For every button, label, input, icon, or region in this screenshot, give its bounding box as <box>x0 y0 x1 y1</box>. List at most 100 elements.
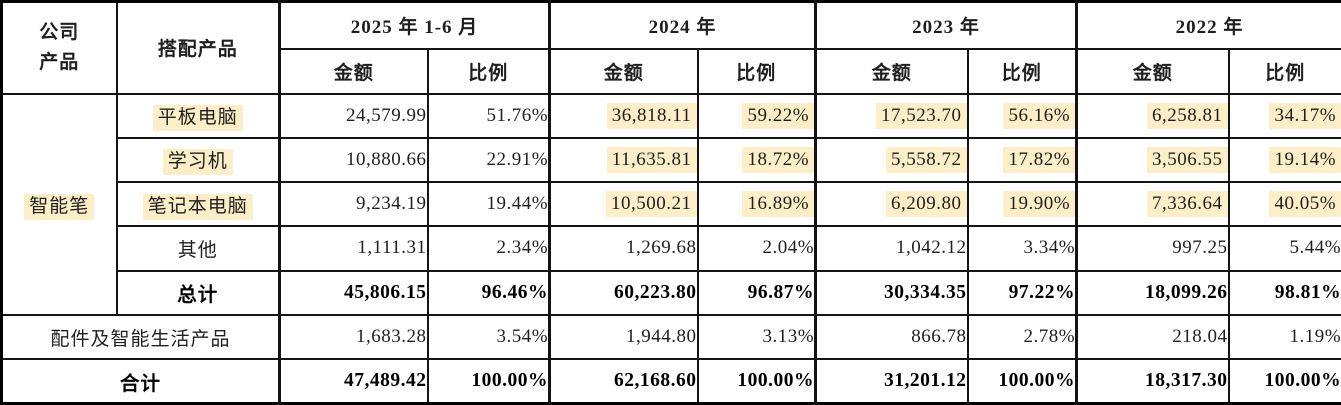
row-label: 合计 <box>119 373 161 395</box>
header-ratio-2022: 比例 <box>1227 47 1341 95</box>
ratio-cell: 100.00% <box>1227 358 1341 405</box>
row-label: 总计 <box>177 285 219 307</box>
cell-value: 19.44% <box>486 193 549 215</box>
ratio-cell: 3.54% <box>426 313 551 361</box>
cell-value: 866.78 <box>911 326 967 348</box>
cell-value: 96.46% <box>481 281 549 303</box>
header-period-2022: 2022 年 <box>1075 0 1341 50</box>
amount-cell: 10,500.21 <box>548 181 699 228</box>
cell-value: 3,506.55 <box>1147 146 1227 173</box>
cell-value: 6,209.80 <box>886 191 966 218</box>
ratio-cell: 100.00% <box>966 358 1078 405</box>
cell-value: 5.44% <box>1289 237 1341 259</box>
cell-value: 10,500.21 <box>606 191 696 218</box>
ratio-cell: 5.44% <box>1227 225 1341 272</box>
cell-value: 7,336.64 <box>1147 191 1227 218</box>
row-label: 学习机 <box>162 149 233 176</box>
grand-total-label-cell: 合计 <box>0 358 281 405</box>
amount-cell: 36,818.11 <box>548 92 699 139</box>
cell-value: 6,258.81 <box>1147 102 1227 129</box>
cell-value: 9,234.19 <box>356 193 427 215</box>
ratio-cell: 2.78% <box>966 313 1078 361</box>
amount-cell: 17,523.70 <box>814 92 969 139</box>
cell-value: 3.34% <box>1023 237 1076 259</box>
row-label-cell: 笔记本电脑 <box>115 181 281 228</box>
ratio-cell: 96.87% <box>696 269 817 316</box>
table-row-other: 其他 1,111.31 2.34% 1,269.68 2.04% 1,042.1… <box>2 225 1341 272</box>
cell-value: 100.00% <box>471 370 549 392</box>
cell-value: 30,334.35 <box>884 281 967 303</box>
ratio-cell: 51.76% <box>426 92 551 139</box>
header-sub-row: 金额 比例 金额 比例 金额 比例 金额 比例 <box>2 47 1341 95</box>
amount-cell: 11,635.81 <box>548 136 699 184</box>
ratio-cell: 59.22% <box>696 92 817 139</box>
amount-cell: 10,880.66 <box>278 136 429 184</box>
cell-value: 100.00% <box>998 370 1076 392</box>
ratio-cell: 22.91% <box>426 136 551 184</box>
amount-cell: 30,334.35 <box>814 269 969 316</box>
cell-value: 62,168.60 <box>614 370 697 392</box>
ratio-cell: 19.90% <box>966 181 1078 228</box>
amount-cell: 31,201.12 <box>814 358 969 405</box>
amount-cell: 9,234.19 <box>278 181 429 228</box>
amount-cell: 1,944.80 <box>548 313 699 361</box>
cell-value: 24,579.99 <box>346 104 427 126</box>
cell-value: 59.22% <box>742 102 814 129</box>
cell-value: 10,880.66 <box>346 148 427 170</box>
cell-value: 2.78% <box>1023 326 1076 348</box>
cell-value: 100.00% <box>737 370 815 392</box>
ratio-cell: 100.00% <box>696 358 817 405</box>
cell-value: 16.89% <box>742 191 814 218</box>
header-company-product-line1: 公司 <box>39 22 80 44</box>
ratio-cell: 17.82% <box>966 136 1078 184</box>
cell-value: 1,683.28 <box>356 326 427 348</box>
cell-value: 1,944.80 <box>626 326 697 348</box>
cell-value: 17,523.70 <box>876 102 966 129</box>
cell-value: 97.22% <box>1008 281 1076 303</box>
table-row-learning-machine: 学习机 10,880.66 22.91% 11,635.81 18.72% 5,… <box>2 136 1341 184</box>
table-row-tablet: 智能笔 平板电脑 24,579.99 51.76% 36,818.11 59.2… <box>0 92 1341 316</box>
ratio-cell: 56.16% <box>966 92 1078 139</box>
header-amount-2025: 金额 <box>278 47 429 95</box>
accessories-label-cell: 配件及智能生活产品 <box>0 313 281 361</box>
cell-value: 19.14% <box>1269 146 1341 173</box>
cell-value: 19.90% <box>1003 191 1075 218</box>
cell-value: 31,201.12 <box>884 370 967 392</box>
header-amount-2024: 金额 <box>548 47 699 95</box>
header-ratio-2024: 比例 <box>696 47 817 95</box>
ratio-cell: 2.34% <box>426 225 551 272</box>
ratio-cell: 16.89% <box>696 181 817 228</box>
ratio-cell: 97.22% <box>966 269 1078 316</box>
table-row-accessories: 配件及智能生活产品 1,683.28 3.54% 1,944.80 3.13% … <box>0 313 1341 361</box>
cell-value: 2.04% <box>762 237 815 259</box>
ratio-cell: 19.44% <box>426 181 551 228</box>
ratio-cell: 100.00% <box>426 358 551 405</box>
ratio-cell: 2.04% <box>696 225 817 272</box>
amount-cell: 24,579.99 <box>278 92 429 139</box>
cell-value: 34.17% <box>1269 102 1341 129</box>
amount-cell: 60,223.80 <box>548 269 699 316</box>
row-label-cell: 总计 <box>115 269 281 316</box>
ratio-cell: 19.14% <box>1227 136 1341 184</box>
cell-value: 18.72% <box>742 146 814 173</box>
cell-value: 1,042.12 <box>896 237 967 259</box>
cell-value: 51.76% <box>486 104 549 126</box>
header-amount-2023: 金额 <box>814 47 969 95</box>
ratio-cell: 18.72% <box>696 136 817 184</box>
cell-value: 98.81% <box>1274 281 1341 303</box>
ratio-cell: 40.05% <box>1227 181 1341 228</box>
cell-value: 96.87% <box>747 281 815 303</box>
cell-value: 11,635.81 <box>606 146 696 173</box>
cell-value: 100.00% <box>1264 370 1341 392</box>
cell-value: 3.54% <box>496 326 549 348</box>
amount-cell: 5,558.72 <box>814 136 969 184</box>
row-label-cell: 其他 <box>115 225 281 272</box>
amount-cell: 62,168.60 <box>548 358 699 405</box>
cell-value: 18,317.30 <box>1145 370 1228 392</box>
amount-cell: 997.25 <box>1075 225 1230 272</box>
company-product-label: 智能笔 <box>24 193 95 220</box>
cell-value: 45,806.15 <box>344 281 427 303</box>
cell-value: 2.34% <box>496 237 549 259</box>
amount-cell: 1,269.68 <box>548 225 699 272</box>
